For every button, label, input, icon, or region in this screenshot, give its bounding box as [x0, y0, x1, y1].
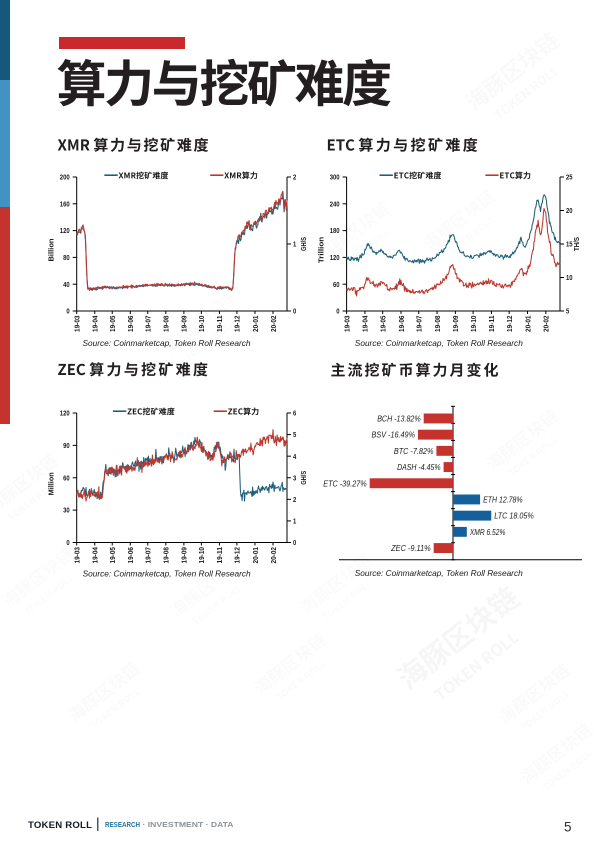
svg-text:DASH -4.45%: DASH -4.45% — [397, 462, 441, 472]
svg-text:2: 2 — [293, 495, 296, 504]
svg-text:ZEC -9.11%: ZEC -9.11% — [390, 543, 431, 553]
svg-text:19-04: 19-04 — [91, 315, 100, 332]
svg-text:BTC -7.82%: BTC -7.82% — [394, 446, 434, 456]
svg-text:60: 60 — [333, 280, 340, 289]
svg-text:19-12: 19-12 — [233, 316, 242, 333]
svg-text:60: 60 — [63, 473, 70, 482]
svg-text:3: 3 — [293, 473, 296, 482]
svg-text:0: 0 — [336, 307, 339, 316]
svg-text:XMR 6.52%: XMR 6.52% — [469, 527, 506, 537]
svg-text:20-02: 20-02 — [269, 316, 278, 333]
svg-text:19-04: 19-04 — [91, 546, 100, 563]
svg-text:19-03: 19-03 — [342, 316, 351, 333]
svg-text:30: 30 — [63, 506, 70, 515]
svg-text:Million: Million — [47, 472, 56, 495]
svg-text:19-04: 19-04 — [361, 315, 370, 332]
svg-text:4: 4 — [293, 452, 297, 461]
svg-text:19-11: 19-11 — [215, 316, 224, 333]
svg-text:BSV -16.49%: BSV -16.49% — [372, 430, 416, 440]
svg-text:19-12: 19-12 — [505, 316, 514, 333]
svg-text:19-10: 19-10 — [197, 547, 206, 564]
svg-text:120: 120 — [60, 226, 70, 235]
svg-text:19-11: 19-11 — [487, 316, 496, 333]
svg-text:Trillion: Trillion — [317, 237, 326, 263]
svg-text:80: 80 — [63, 253, 70, 262]
svg-text:19-03: 19-03 — [73, 316, 82, 333]
svg-text:5: 5 — [293, 430, 296, 439]
svg-text:5: 5 — [566, 307, 569, 316]
svg-text:180: 180 — [330, 226, 340, 235]
svg-text:BCH -13.82%: BCH -13.82% — [377, 413, 421, 423]
svg-text:10: 10 — [566, 273, 573, 282]
svg-text:19-03: 19-03 — [73, 547, 82, 564]
svg-text:19-08: 19-08 — [162, 547, 171, 564]
svg-text:19-10: 19-10 — [469, 316, 478, 333]
svg-text:15: 15 — [566, 240, 573, 249]
svg-text:19-07: 19-07 — [415, 316, 424, 333]
svg-text:2: 2 — [293, 173, 296, 182]
svg-text:TH/S: TH/S — [572, 237, 581, 251]
svg-text:300: 300 — [330, 173, 340, 182]
svg-text:19-06: 19-06 — [126, 316, 135, 333]
svg-text:19-11: 19-11 — [215, 547, 224, 564]
svg-text:19-10: 19-10 — [197, 316, 206, 333]
svg-text:19-05: 19-05 — [379, 316, 388, 333]
svg-text:240: 240 — [330, 199, 340, 208]
svg-text:120: 120 — [60, 409, 70, 418]
svg-text:0: 0 — [293, 538, 296, 547]
svg-text:Source: Coinmarketcap, Token R: Source: Coinmarketcap, Token Roll Resear… — [355, 338, 523, 348]
svg-text:20-01: 20-01 — [251, 547, 260, 564]
svg-text:LTC 18.05%: LTC 18.05% — [494, 511, 534, 521]
svg-text:TOKEN ROLL: TOKEN ROLL — [28, 820, 92, 831]
svg-text:ETC -39.27%: ETC -39.27% — [323, 478, 367, 488]
svg-text:19-06: 19-06 — [397, 316, 406, 333]
svg-text:19-09: 19-09 — [451, 316, 460, 333]
svg-text:19-05: 19-05 — [108, 547, 117, 564]
svg-text:20: 20 — [566, 206, 573, 215]
svg-text:19-07: 19-07 — [144, 547, 153, 564]
svg-text:Source: Coinmarketcap, Token R: Source: Coinmarketcap, Token Roll Resear… — [83, 338, 251, 348]
svg-text:0: 0 — [66, 307, 69, 316]
svg-text:19-12: 19-12 — [233, 547, 242, 564]
svg-text:GH/S: GH/S — [299, 237, 308, 251]
svg-text:40: 40 — [63, 280, 70, 289]
svg-text:RESEARCH: RESEARCH — [105, 820, 140, 829]
svg-text:GH/S: GH/S — [299, 471, 308, 485]
svg-text:0: 0 — [293, 307, 296, 316]
svg-text:1: 1 — [293, 517, 296, 526]
svg-text:200: 200 — [60, 173, 70, 182]
svg-text:90: 90 — [63, 441, 70, 450]
svg-text:19-09: 19-09 — [180, 547, 189, 564]
svg-text:19-07: 19-07 — [144, 316, 153, 333]
svg-text:19-08: 19-08 — [162, 316, 171, 333]
svg-text:ETH 12.78%: ETH 12.78% — [483, 494, 523, 504]
svg-text:19-08: 19-08 — [433, 316, 442, 333]
svg-text:Billion: Billion — [47, 238, 56, 261]
svg-text:20-02: 20-02 — [269, 547, 278, 564]
svg-text:Source: Coinmarketcap, Token R: Source: Coinmarketcap, Token Roll Resear… — [355, 568, 523, 578]
svg-text:160: 160 — [60, 199, 70, 208]
svg-text:6: 6 — [293, 409, 296, 418]
svg-text:25: 25 — [566, 173, 573, 182]
svg-text:1: 1 — [293, 240, 296, 249]
svg-text:20-01: 20-01 — [251, 316, 260, 333]
svg-text:120: 120 — [330, 253, 340, 262]
svg-text:· INVESTMENT · DATA: · INVESTMENT · DATA — [143, 820, 235, 829]
svg-text:Source: Coinmarketcap, Token R: Source: Coinmarketcap, Token Roll Resear… — [83, 569, 251, 579]
svg-text:19-09: 19-09 — [180, 316, 189, 333]
svg-text:19-06: 19-06 — [126, 547, 135, 564]
svg-text:20-02: 20-02 — [542, 316, 551, 333]
svg-text:20-01: 20-01 — [523, 316, 532, 333]
svg-text:0: 0 — [66, 538, 69, 547]
svg-text:19-05: 19-05 — [108, 316, 117, 333]
svg-text:5: 5 — [564, 820, 572, 835]
